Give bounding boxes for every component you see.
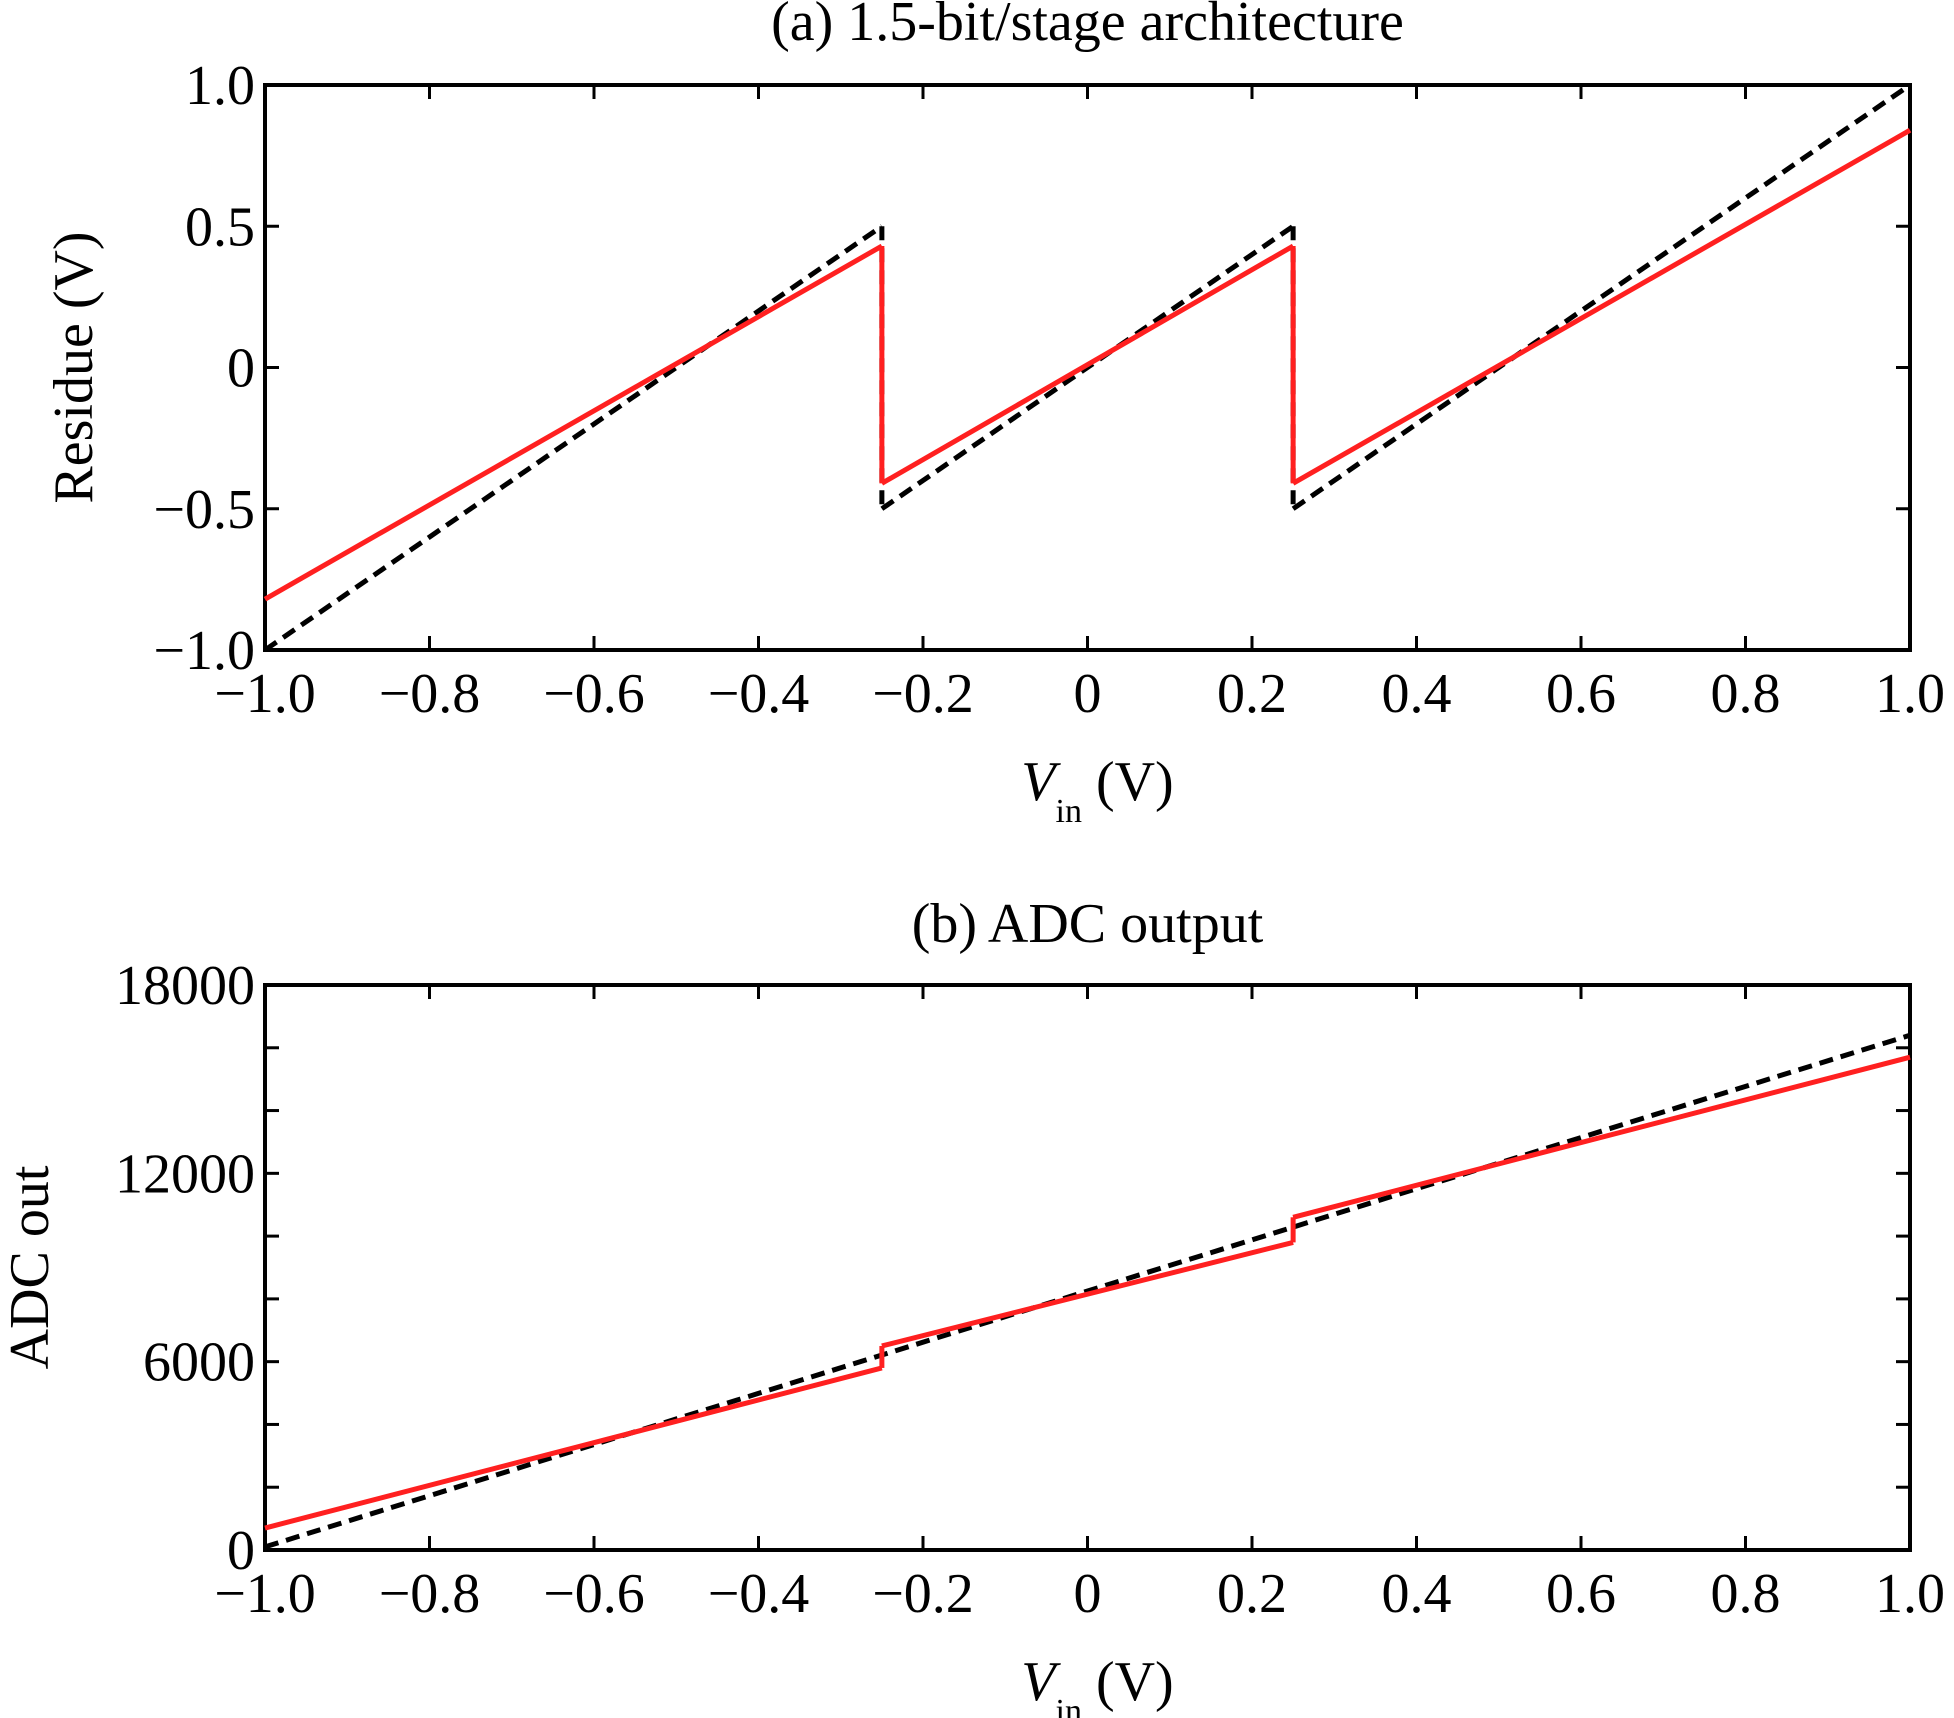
y-tick-label: −1.0	[153, 620, 255, 682]
x-tick-label: 0.2	[1217, 1563, 1287, 1625]
y-tick-label: 6000	[143, 1332, 255, 1394]
x-tick-label: −1.0	[214, 1563, 316, 1625]
chart-title: (b) ADC output	[912, 893, 1264, 955]
x-tick-label: 0.8	[1711, 663, 1781, 725]
x-tick-label: 1.0	[1875, 663, 1945, 725]
x-tick-label: −0.4	[708, 663, 810, 725]
x-tick-label: −0.2	[872, 663, 974, 725]
x-tick-label: −0.8	[379, 663, 481, 725]
x-axis-label: Vin (V)	[1021, 751, 1173, 830]
y-tick-label: −0.5	[153, 479, 255, 541]
x-tick-label: 0.6	[1546, 1563, 1616, 1625]
x-tick-label: 1.0	[1875, 1563, 1945, 1625]
x-tick-label: −0.2	[872, 1563, 974, 1625]
x-tick-label: −0.6	[543, 1563, 645, 1625]
x-tick-label: 0	[1074, 663, 1102, 725]
chart-title: (a) 1.5-bit/stage architecture	[771, 0, 1404, 53]
y-axis-label: ADC out	[0, 1165, 61, 1369]
x-tick-label: −0.8	[379, 1563, 481, 1625]
panel-a: (a) 1.5-bit/stage architecture −1.0 −0.8 −0…	[43, 0, 1945, 830]
actual-line	[263, 243, 884, 602]
x-tick-label: 0.2	[1217, 663, 1287, 725]
y-tick-label: 1.0	[185, 55, 255, 117]
panel-b: (b) ADC output −1.0 −0.8 −0.6 −0.4 −0.2 0 0.2 0.…	[0, 893, 1945, 1718]
x-tick-label: 0.8	[1711, 1563, 1781, 1625]
actual-line	[1291, 128, 1912, 486]
x-tick-label: −0.4	[708, 1563, 810, 1625]
ideal-line	[263, 224, 884, 653]
x-tick-label: 0.6	[1546, 663, 1616, 725]
x-axis-label: Vin (V)	[1021, 1651, 1173, 1718]
y-tick-label: 12000	[115, 1143, 255, 1205]
x-tick-label: 0.4	[1382, 663, 1452, 725]
x-tick-label: 0	[1074, 1563, 1102, 1625]
actual-line	[1292, 1054, 1911, 1220]
ideal-line	[264, 1032, 1911, 1550]
actual-line	[880, 243, 1295, 486]
actual-line	[881, 1239, 1294, 1349]
y-tick-label: 18000	[115, 955, 255, 1017]
y-tick-label: 0	[227, 338, 255, 400]
y-axis-label: Residue (V)	[43, 231, 105, 503]
y-tick-label: 0.5	[185, 196, 255, 258]
ideal-line	[1291, 82, 1912, 511]
x-tick-label: −0.6	[543, 663, 645, 725]
x-tick-label: −1.0	[214, 663, 316, 725]
actual-line	[264, 1365, 883, 1531]
y-tick-label: 0	[227, 1520, 255, 1582]
x-tick-label: 0.4	[1382, 1563, 1452, 1625]
